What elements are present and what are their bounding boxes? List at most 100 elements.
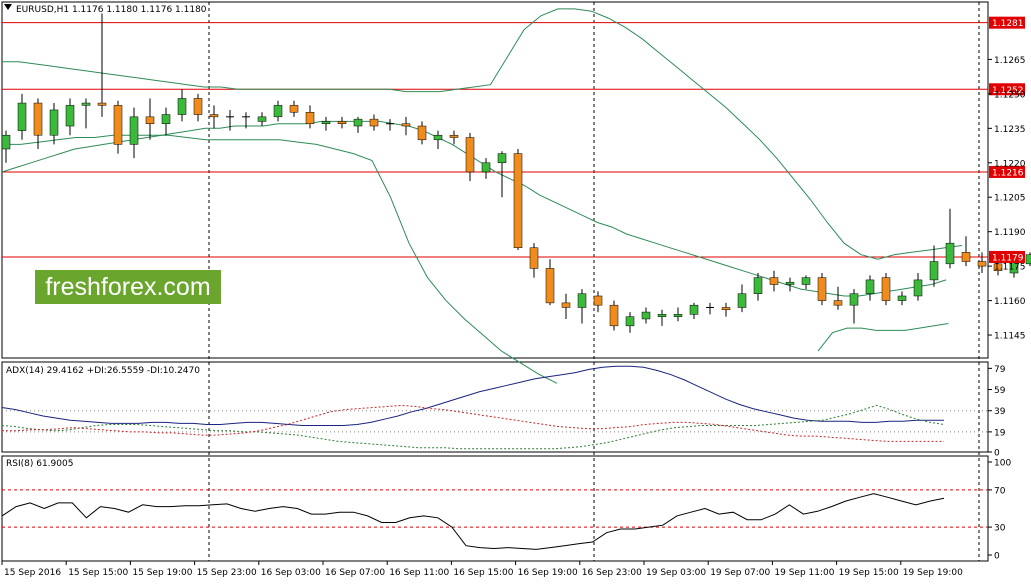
candle[interactable] [273, 100, 283, 122]
candle[interactable] [961, 236, 971, 267]
candle-body [1025, 254, 1031, 265]
candle[interactable] [97, 13, 107, 117]
adx-tick-label: 79 [994, 365, 1006, 375]
candle[interactable] [833, 286, 843, 310]
candle[interactable] [113, 100, 123, 154]
candle[interactable] [577, 289, 587, 324]
candle[interactable] [193, 93, 203, 122]
candle-body [945, 242, 955, 265]
candle[interactable] [386, 119, 394, 131]
candle[interactable] [1025, 252, 1031, 267]
candle[interactable] [449, 130, 459, 145]
candle[interactable] [641, 307, 651, 324]
candle[interactable] [433, 130, 443, 149]
candle[interactable] [161, 107, 171, 136]
price-tick-label: 1.1235 [994, 125, 1026, 135]
price-panel[interactable] [1, 8, 1031, 384]
candle[interactable] [753, 273, 763, 301]
price-tick-label: 1.1250 [994, 90, 1026, 100]
rsi-panel[interactable] [1, 489, 988, 550]
candle-body [673, 314, 683, 317]
candle[interactable] [369, 114, 379, 131]
candle[interactable] [945, 208, 955, 269]
candle[interactable] [817, 273, 827, 306]
candle[interactable] [337, 116, 347, 129]
candle[interactable] [609, 300, 619, 331]
candle-body [321, 121, 331, 124]
candle-body [801, 277, 811, 285]
candle[interactable] [65, 98, 75, 136]
candle[interactable] [321, 116, 331, 131]
rsi-series-line [1, 493, 945, 550]
candle[interactable] [497, 151, 507, 198]
candle-body [145, 116, 155, 124]
level-tag-1.1281 [989, 16, 1025, 29]
candle-body [17, 102, 27, 131]
candle[interactable] [257, 112, 267, 127]
candle-body [641, 311, 651, 320]
adx-series-adx [1, 365, 944, 426]
candle[interactable] [305, 105, 315, 129]
candle[interactable] [1, 130, 11, 163]
candle[interactable] [417, 121, 427, 145]
candle[interactable] [721, 302, 731, 317]
candle[interactable] [353, 116, 363, 133]
candle[interactable] [481, 158, 491, 179]
candle[interactable] [17, 93, 27, 140]
candle[interactable] [657, 309, 667, 326]
candle[interactable] [242, 112, 250, 129]
candle-body [609, 304, 619, 327]
candle[interactable] [977, 252, 987, 274]
price-tick-label: 1.1175 [994, 263, 1026, 273]
candle-body [289, 105, 299, 113]
candle[interactable] [401, 116, 411, 136]
candle[interactable] [897, 291, 907, 306]
candle[interactable] [545, 259, 555, 306]
candle[interactable] [129, 107, 139, 159]
candle[interactable] [673, 307, 683, 322]
axes: 1.1281 1.1252 1.1216 1.1179 1.1265 1.1250 1.12… [1, 16, 1026, 578]
candle-body [257, 116, 267, 122]
candle-body [689, 304, 699, 315]
candle[interactable] [689, 302, 699, 319]
candle[interactable] [513, 148, 523, 251]
candle[interactable] [706, 302, 714, 315]
rsi-panel-header: RSI(8) 61.9005 [6, 459, 73, 469]
candle[interactable] [625, 312, 635, 333]
candle[interactable] [226, 109, 234, 131]
candle[interactable] [929, 245, 939, 287]
collapse-triangle-icon[interactable] [4, 4, 12, 10]
time-tick-label: 16 Sep 23:00 [582, 568, 642, 578]
candle[interactable] [769, 270, 779, 292]
candle[interactable] [465, 132, 475, 182]
bollinger-lower [2, 134, 558, 384]
candle[interactable] [881, 273, 891, 306]
rsi-tick-label: 70 [994, 486, 1006, 496]
candle[interactable] [865, 275, 875, 301]
candle-body [865, 279, 875, 294]
adx-panel[interactable] [1, 365, 988, 450]
candle[interactable] [849, 289, 859, 324]
candle-body [273, 105, 283, 118]
candle-body [497, 153, 507, 164]
candle[interactable] [49, 103, 59, 145]
candle[interactable] [33, 98, 43, 149]
candle[interactable] [785, 277, 795, 292]
candle[interactable] [737, 284, 747, 313]
candle-body [433, 134, 443, 141]
candle[interactable] [913, 273, 923, 301]
candle[interactable] [561, 293, 571, 319]
candle[interactable] [209, 105, 219, 129]
candle[interactable] [529, 243, 539, 278]
candle[interactable] [177, 89, 187, 122]
candle[interactable] [145, 98, 155, 140]
candle[interactable] [289, 100, 299, 117]
candle-body [97, 102, 107, 106]
candle-body [513, 153, 523, 249]
candle[interactable] [593, 291, 603, 313]
time-tick-label: 19 Sep 07:00 [710, 568, 770, 578]
candle-body [769, 277, 779, 285]
candle[interactable] [801, 275, 811, 290]
candle[interactable] [81, 98, 91, 129]
